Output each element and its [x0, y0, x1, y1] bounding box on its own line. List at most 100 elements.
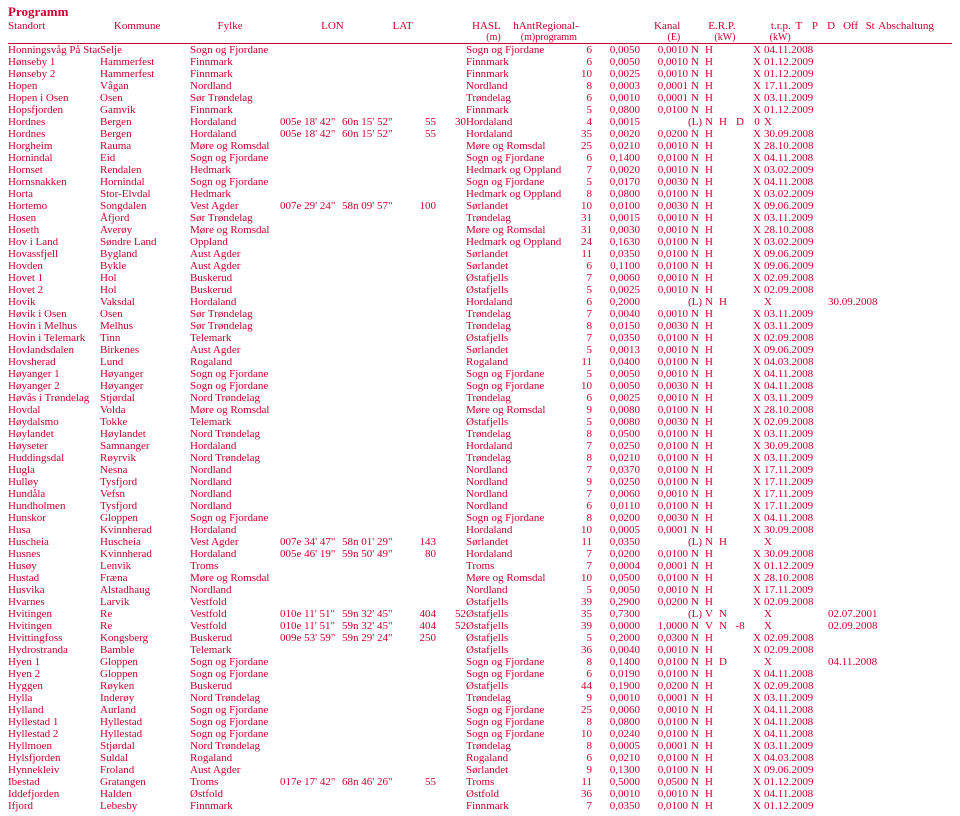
table-cell: Aust Agder — [190, 764, 280, 776]
table-row: HundålaVefsnNordlandNordland70,00600,001… — [8, 488, 952, 500]
table-cell — [730, 380, 750, 392]
table-cell: 5 — [566, 632, 592, 644]
table-cell — [436, 200, 466, 212]
table-cell: N — [688, 428, 702, 440]
table-cell — [342, 512, 402, 524]
table-cell — [730, 260, 750, 272]
table-cell — [716, 44, 730, 56]
table-cell: 0,0003 — [592, 80, 640, 92]
table-cell — [716, 500, 730, 512]
table-cell — [342, 296, 402, 308]
table-cell — [730, 272, 750, 284]
table-cell: X — [750, 344, 764, 356]
table-cell — [716, 236, 730, 248]
table-cell: Hvarnes — [8, 596, 100, 608]
table-cell — [402, 416, 436, 428]
table-cell — [436, 572, 466, 584]
table-cell: Sogn og Fjordane — [190, 380, 280, 392]
table-cell: 60n 15' 52" — [342, 116, 402, 128]
table-cell — [280, 464, 342, 476]
table-cell: H — [702, 776, 716, 788]
table-cell: Sogn og Fjordane — [466, 668, 566, 680]
table-cell: 7 — [566, 332, 592, 344]
table-cell: Sogn og Fjordane — [190, 44, 280, 56]
table-cell: H — [702, 512, 716, 524]
table-cell: 0,0100 — [640, 752, 688, 764]
table-cell: Osen — [100, 92, 190, 104]
table-cell: Kongsberg — [100, 632, 190, 644]
table-cell: H — [702, 104, 716, 116]
table-cell — [436, 308, 466, 320]
table-cell — [280, 584, 342, 596]
table-row: HovdalVoldaMøre og RomsdalMøre og Romsda… — [8, 404, 952, 416]
table-cell — [402, 380, 436, 392]
table-row: HylsfjordenSuldalRogalandRogaland60,0210… — [8, 752, 952, 764]
table-cell — [436, 800, 466, 812]
table-cell: 17.11.2009 — [764, 80, 828, 92]
table-cell — [716, 452, 730, 464]
table-cell: 0,0350 — [592, 248, 640, 260]
table-cell — [436, 44, 466, 56]
table-cell: X — [750, 80, 764, 92]
table-cell: Sogn og Fjordane — [190, 728, 280, 740]
table-cell: Hordnes — [8, 116, 100, 128]
table-cell: Trøndelag — [466, 428, 566, 440]
table-cell: 0,0030 — [640, 320, 688, 332]
table-cell — [342, 392, 402, 404]
table-cell — [716, 272, 730, 284]
table-row: HuscheiaHuscheiaVest Agder007e 34' 47"58… — [8, 536, 952, 548]
table-cell — [280, 596, 342, 608]
table-cell: N — [688, 524, 702, 536]
table-cell: Sogn og Fjordane — [466, 44, 566, 56]
table-cell: Froland — [100, 764, 190, 776]
table-cell — [402, 752, 436, 764]
table-cell: 0,1900 — [592, 680, 640, 692]
table-row: HornsnakkenHornindalSogn og FjordaneSogn… — [8, 176, 952, 188]
table-cell: H — [702, 548, 716, 560]
table-cell: Rogaland — [190, 752, 280, 764]
table-cell — [342, 740, 402, 752]
table-cell — [280, 752, 342, 764]
table-cell: N — [688, 656, 702, 668]
table-cell: 0,0100 — [640, 104, 688, 116]
table-cell — [716, 200, 730, 212]
table-cell: Hovlandsdalen — [8, 344, 100, 356]
table-cell: X — [750, 404, 764, 416]
table-cell: 0,0030 — [640, 512, 688, 524]
table-cell: 143 — [402, 536, 436, 548]
table-cell — [342, 716, 402, 728]
table-cell: Rogaland — [466, 356, 566, 368]
table-cell: X — [750, 260, 764, 272]
table-cell: N — [688, 548, 702, 560]
table-cell: Sogn og Fjordane — [466, 656, 566, 668]
table-cell: 03.02.2009 — [764, 236, 828, 248]
table-cell — [730, 572, 750, 584]
table-cell: 24 — [566, 236, 592, 248]
table-cell: 0,0010 — [640, 44, 688, 56]
table-cell: 02.09.2008 — [764, 416, 828, 428]
table-cell — [716, 152, 730, 164]
table-cell — [640, 608, 688, 620]
table-cell — [730, 560, 750, 572]
table-cell: N — [688, 176, 702, 188]
table-cell: 0,0210 — [592, 140, 640, 152]
table-cell — [716, 380, 730, 392]
table-cell: 9 — [566, 404, 592, 416]
table-cell — [716, 476, 730, 488]
table-cell — [280, 512, 342, 524]
table-cell: Alstadhaug — [100, 584, 190, 596]
table-cell — [730, 524, 750, 536]
table-cell: X — [750, 452, 764, 464]
table-cell: 55 — [402, 116, 436, 128]
table-cell: Hordaland — [190, 128, 280, 140]
table-cell — [436, 80, 466, 92]
table-cell: N — [688, 476, 702, 488]
table-cell: 04.11.2008 — [764, 704, 828, 716]
table-cell: 0,0030 — [592, 224, 640, 236]
table-cell: Troms — [190, 560, 280, 572]
table-cell: 0,0200 — [592, 548, 640, 560]
table-cell: 03.11.2009 — [764, 212, 828, 224]
table-cell: H — [702, 560, 716, 572]
table-cell: 59n 32' 45" — [342, 620, 402, 632]
table-cell: 10 — [566, 572, 592, 584]
